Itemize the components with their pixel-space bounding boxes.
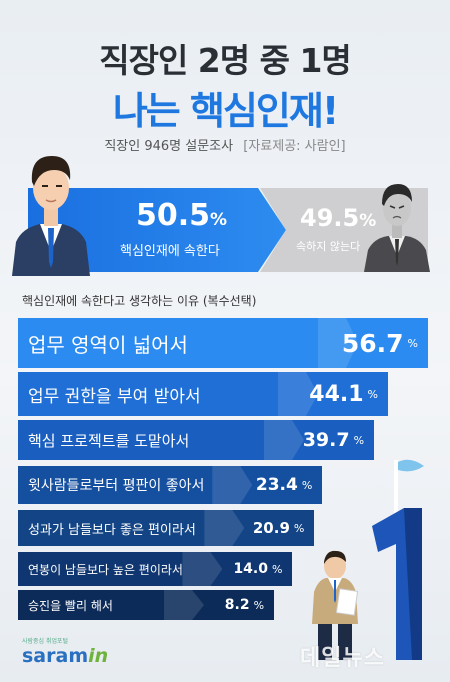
man-holding-paper-icon xyxy=(312,550,359,660)
bar-label: 업무 권한을 부여 받아서 xyxy=(28,386,201,407)
worried-man-icon xyxy=(364,184,430,272)
no-value: 49.5 xyxy=(300,204,360,232)
bar-label: 윗사람들로부터 평판이 좋아서 xyxy=(28,478,205,494)
bar-label: 연봉이 남들보다 높은 편이라서 xyxy=(28,562,183,577)
logo-sub: 사람중심 취업포털 xyxy=(22,638,69,645)
bar-unit: % xyxy=(293,521,305,535)
number-one-icon xyxy=(372,508,422,660)
no-unit: % xyxy=(359,211,377,231)
title-line1: 직장인 2명 중 1명 xyxy=(99,41,352,80)
yes-unit: % xyxy=(210,210,228,230)
chart-bar: 핵심 프로젝트를 도맡아서 39.7% xyxy=(18,420,375,460)
bar-arrow xyxy=(164,590,205,620)
bar-unit: % xyxy=(353,433,365,447)
saramin-logo: 사람중심 취업포털 saramin xyxy=(22,636,108,667)
title-line2: 나는 핵심인재! xyxy=(112,89,339,133)
bar-value: 8.2% xyxy=(224,597,265,613)
bar-unit: % xyxy=(301,478,313,492)
yes-label: 핵심인재에 속한다 xyxy=(120,244,220,259)
bar-value: 14.0% xyxy=(233,561,283,577)
survey-text: 직장인 946명 설문조사 xyxy=(104,139,234,154)
logo-name: saramin xyxy=(22,645,108,667)
no-percent: 49.5% xyxy=(300,204,376,232)
bar-value: 20.9% xyxy=(252,519,305,537)
yes-percent: 50.5% xyxy=(136,198,227,233)
bar-unit: % xyxy=(271,562,283,576)
bar-label: 핵심 프로젝트를 도맡아서 xyxy=(28,431,190,450)
chart-bar: 윗사람들로부터 평판이 좋아서 23.4% xyxy=(18,466,323,504)
chart-bar: 성과가 남들보다 좋은 편이라서 20.9% xyxy=(18,510,315,546)
bar-label: 성과가 남들보다 좋은 편이라서 xyxy=(28,522,196,538)
logo-name-main: saram xyxy=(22,645,89,667)
bar-arrow xyxy=(182,552,223,586)
chart-bar: 승진을 빨리 해서 8.2% xyxy=(18,590,275,620)
question-text: 핵심인재에 속한다고 생각하는 이유 (복수선택) xyxy=(22,294,257,308)
bar-arrow xyxy=(204,510,245,546)
bar-label: 승진을 빨리 해서 xyxy=(28,598,113,613)
chart-bar: 업무 권한을 부여 받아서 44.1% xyxy=(18,372,388,416)
bar-value: 56.7% xyxy=(341,328,418,358)
bar-arrow xyxy=(212,466,253,504)
bar-value: 44.1% xyxy=(309,381,378,407)
bar-value: 39.7% xyxy=(302,429,365,451)
chart-bar: 연봉이 남들보다 높은 편이라서 14.0% xyxy=(18,552,293,586)
no-label: 속하지 않는다 xyxy=(296,240,361,253)
bar-unit: % xyxy=(253,598,265,612)
bar-unit: % xyxy=(407,336,418,350)
yes-value: 50.5 xyxy=(136,198,211,233)
bar-label: 업무 영역이 넓어서 xyxy=(28,332,188,357)
logo-name-suffix: in xyxy=(88,645,109,667)
confident-man-icon xyxy=(12,156,90,276)
watermark: 데일뉴스 xyxy=(300,646,385,671)
chart-bar: 업무 영역이 넓어서 56.7% xyxy=(18,318,428,368)
source-text: [자료제공: 사람인] xyxy=(243,139,346,154)
bar-value: 23.4% xyxy=(255,475,313,495)
survey-info: 직장인 946명 설문조사 [자료제공: 사람인] xyxy=(0,135,450,154)
bar-arrow xyxy=(264,420,305,460)
bar-unit: % xyxy=(367,387,378,401)
